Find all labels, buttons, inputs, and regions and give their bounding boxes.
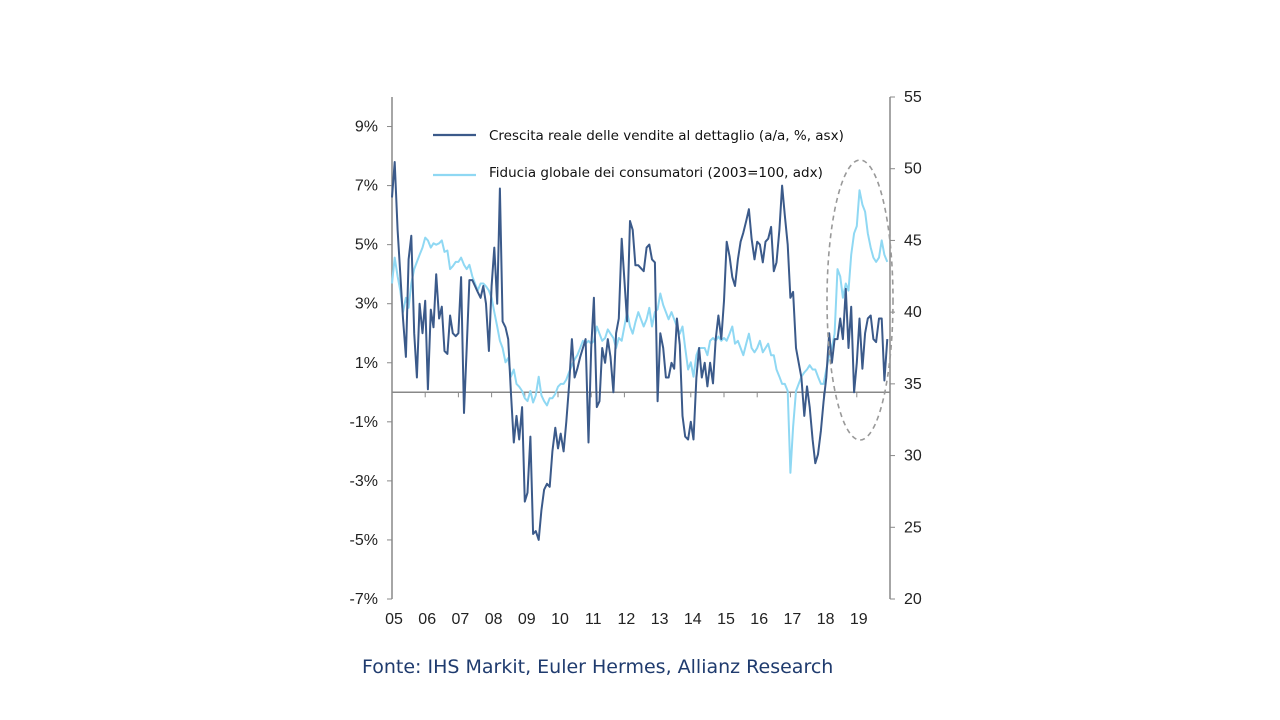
right-axis-tick-label: 55 — [904, 89, 922, 106]
right-axis-tick-label: 20 — [904, 591, 922, 608]
x-axis-tick-label: 13 — [651, 611, 669, 628]
left-axis-tick-label: 3% — [355, 296, 378, 313]
x-axis-tick-label: 08 — [485, 611, 503, 628]
legend-label-retail: Crescita reale delle vendite al dettagli… — [489, 128, 844, 144]
highlight-ellipse — [826, 159, 894, 441]
left-axis-tick-label: -3% — [350, 473, 378, 490]
series-line-consumer-confidence — [391, 189, 889, 474]
x-axis-tick-label: 16 — [750, 611, 768, 628]
x-axis-tick-label: 05 — [385, 611, 403, 628]
x-axis-tick-label: 15 — [717, 611, 735, 628]
left-axis-tick-label: -5% — [350, 532, 378, 549]
x-axis-tick-label: 14 — [684, 611, 702, 628]
left-axis-tick-label: 1% — [355, 355, 378, 372]
x-axis-tick-label: 09 — [518, 611, 536, 628]
x-axis-tick-label: 19 — [850, 611, 868, 628]
legend-label-confidence: Fiducia globale dei consumatori (2003=10… — [489, 165, 823, 181]
x-axis-tick-label: 10 — [551, 611, 569, 628]
x-axis-tick-label: 18 — [817, 611, 835, 628]
x-axis-tick-label: 06 — [418, 611, 436, 628]
right-axis-tick-label: 30 — [904, 448, 922, 465]
x-axis-tick-label: 07 — [452, 611, 470, 628]
series-layer — [391, 161, 889, 541]
x-axis-tick-label: 11 — [585, 611, 602, 628]
series-line-retail-sales — [391, 161, 889, 541]
left-axis-tick-label: 5% — [355, 237, 378, 254]
legend: Crescita reale delle vendite al dettagli… — [433, 128, 844, 181]
x-axis-tick-label: 12 — [618, 611, 636, 628]
left-axis-tick-label: 7% — [355, 178, 378, 195]
right-axis-tick-label: 25 — [904, 519, 922, 536]
right-axis-tick-label: 50 — [904, 161, 922, 178]
x-axis-tick-label: 17 — [784, 611, 802, 628]
right-axis-tick-label: 35 — [904, 376, 922, 393]
left-axis-tick-label: 9% — [355, 119, 378, 136]
left-axis-tick-label: -7% — [350, 591, 378, 608]
axes: -7% -5% -3% -1% 1% 3% 5% 7% 9% 20 25 30 35 40 45 50 55 05… — [350, 89, 922, 628]
right-axis-tick-label: 45 — [904, 232, 922, 249]
right-axis-tick-label: 40 — [904, 304, 922, 321]
source-note: Fonte: IHS Markit, Euler Hermes, Allianz… — [362, 656, 834, 678]
left-axis-tick-label: -1% — [350, 414, 378, 431]
